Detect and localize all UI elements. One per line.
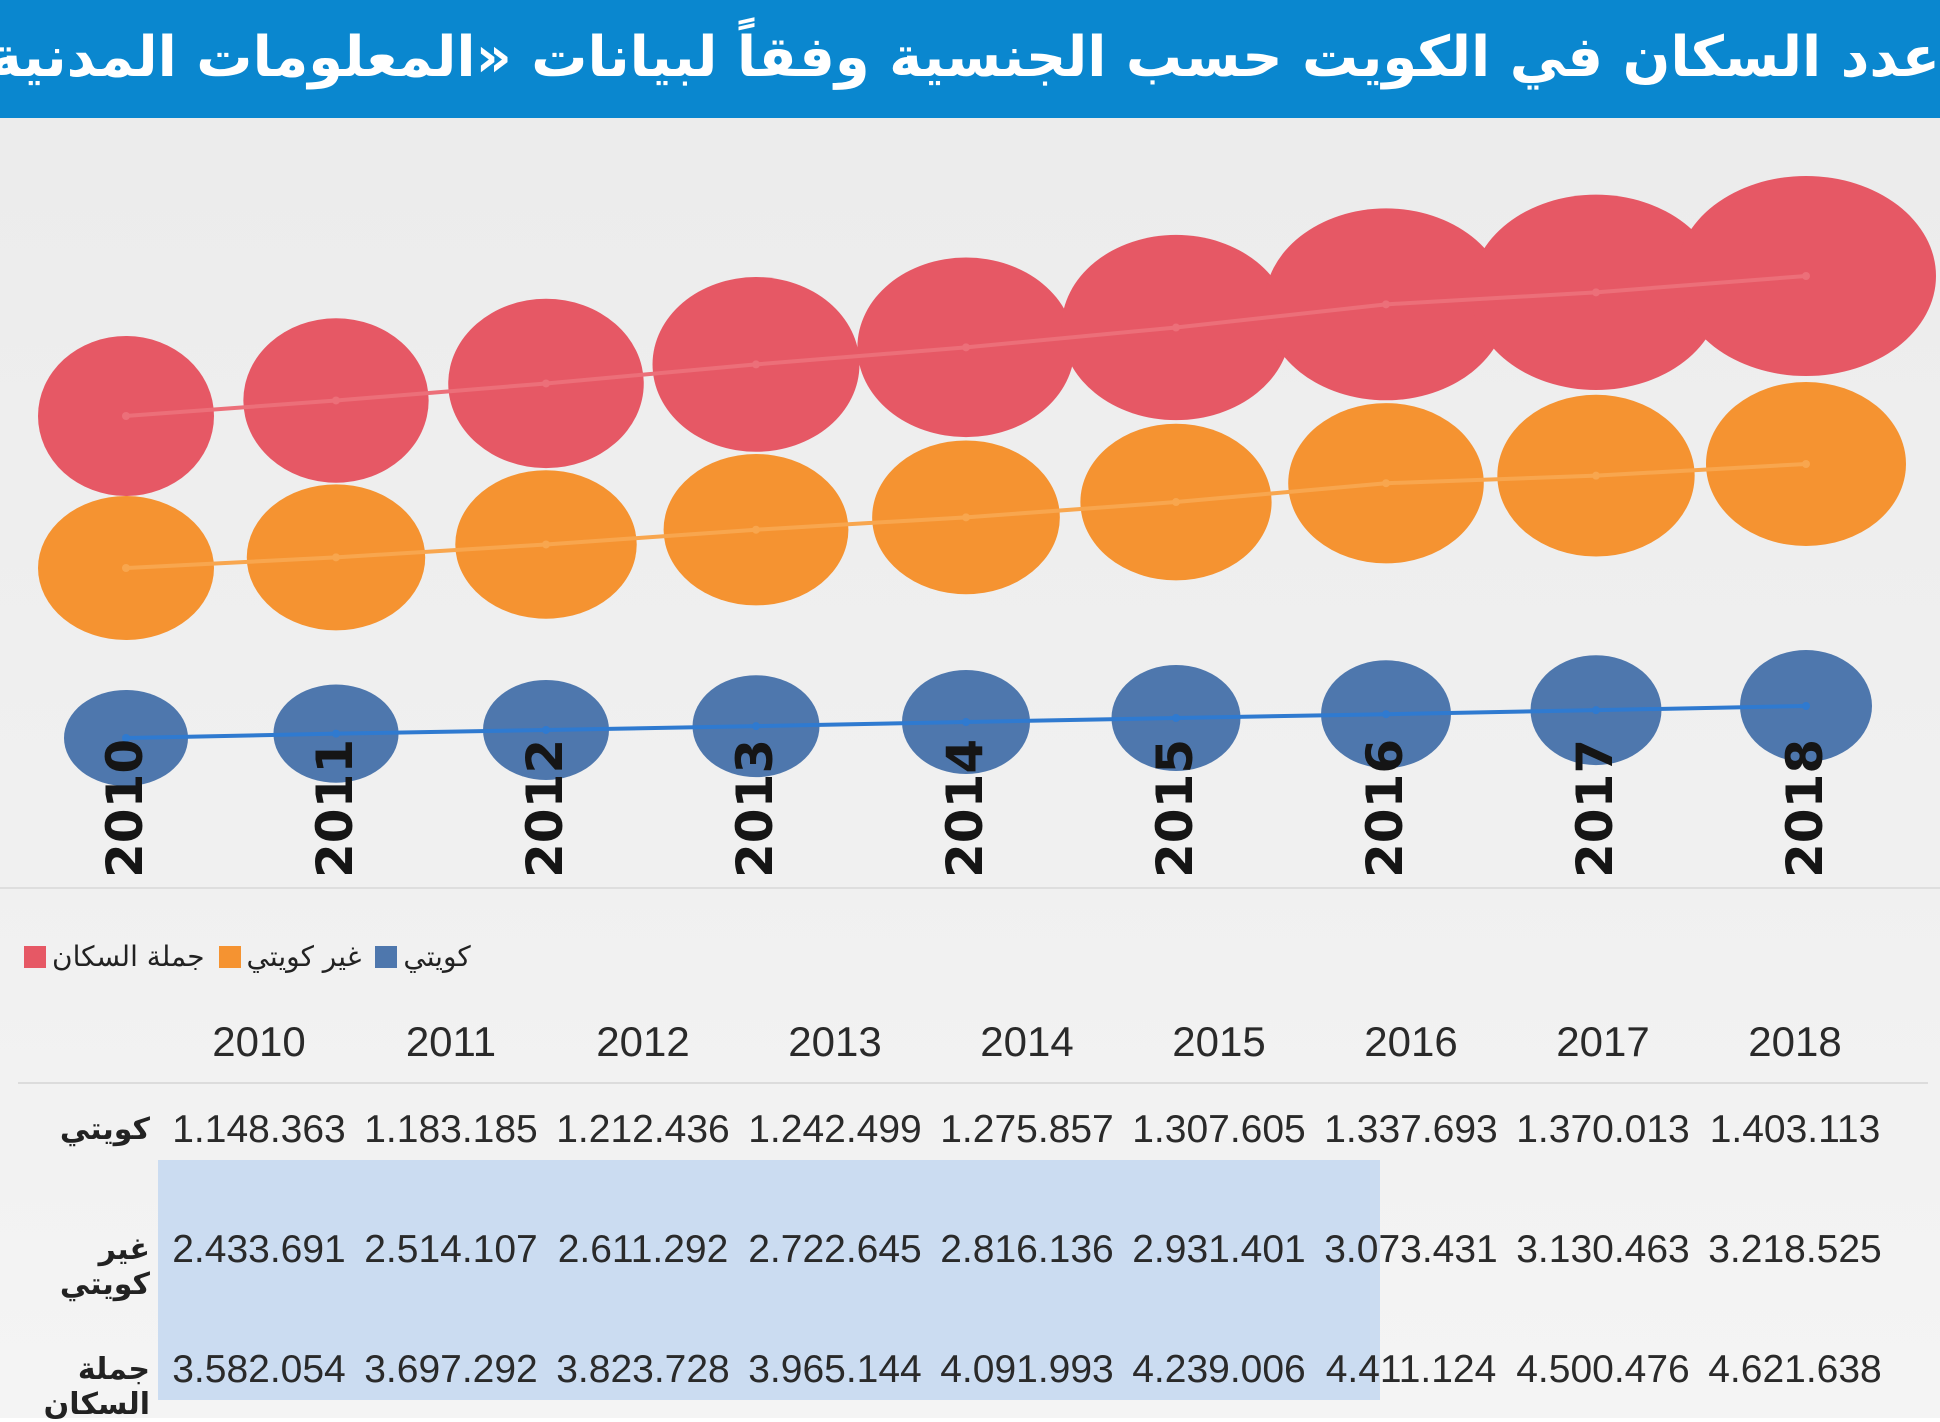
table-cell-kuwaiti-2011: 1.183.185 <box>364 1108 538 1151</box>
table-cell-total-2015: 4.239.006 <box>1132 1348 1306 1391</box>
table-header-2018: 2018 <box>1748 1018 1842 1065</box>
table-header-2010: 2010 <box>212 1018 306 1065</box>
table-cell-total-2017: 4.500.476 <box>1516 1348 1690 1391</box>
table-cell-kuwaiti-2018: 1.403.113 <box>1709 1108 1881 1151</box>
point-non-kuwaiti-2015 <box>1172 498 1180 507</box>
point-kuwaiti-2010 <box>122 734 130 742</box>
point-kuwaiti-2014 <box>962 717 970 726</box>
data-table: 2010 2011 2012 2013 2014 2015 2016 2017 2018 كويت… <box>0 990 1940 1422</box>
point-total-2012 <box>542 379 550 388</box>
point-non-kuwaiti-2014 <box>962 513 970 522</box>
point-non-kuwaiti-2010 <box>122 564 130 572</box>
point-kuwaiti-2018 <box>1802 702 1810 710</box>
x-tick-label-2017: 2017 <box>1566 739 1624 878</box>
point-kuwaiti-2017 <box>1592 706 1600 715</box>
point-non-kuwaiti-2011 <box>332 553 340 562</box>
series-non-kuwaiti <box>38 382 1906 640</box>
legend-swatch-kuwaiti <box>375 945 398 968</box>
table-header-2011: 2011 <box>405 1018 497 1065</box>
table-header-divider <box>18 1082 1928 1084</box>
legend-item-total: جملة السكان <box>24 940 205 973</box>
table-cell-kuwaiti-2014: 1.275.857 <box>940 1108 1114 1151</box>
table-cell-total-2012: 3.823.728 <box>556 1348 730 1391</box>
table-cell-total-2010: 3.582.054 <box>172 1348 346 1391</box>
table-highlight <box>158 1160 1380 1400</box>
point-kuwaiti-2012 <box>542 725 550 734</box>
legend-label-non-kuwaiti: غير كويتي <box>246 940 362 973</box>
point-kuwaiti-2011 <box>332 729 340 738</box>
x-tick-label-2010: 2010 <box>96 739 154 878</box>
point-total-2018 <box>1802 272 1810 280</box>
x-tick-label-2014: 2014 <box>936 739 994 878</box>
table-cell-non-kuwaiti-2013: 2.722.645 <box>748 1228 922 1271</box>
table-cell-total-2018: 4.621.638 <box>1708 1348 1882 1391</box>
table-cell-non-kuwaiti-2014: 2.816.136 <box>940 1228 1114 1271</box>
table-header-2017: 2017 <box>1556 1018 1650 1065</box>
point-total-2011 <box>332 396 340 405</box>
table-cell-non-kuwaiti-2016: 3.073.431 <box>1324 1228 1498 1271</box>
table-header-2013: 2013 <box>788 1018 882 1065</box>
point-kuwaiti-2015 <box>1172 713 1180 722</box>
table-cell-non-kuwaiti-2018: 3.218.525 <box>1708 1228 1882 1271</box>
chart-title: عدد السكان في الكويت حسب الجنسية وفقاً ل… <box>0 25 1940 90</box>
x-tick-label-2013: 2013 <box>726 739 784 878</box>
series-kuwaiti <box>64 650 1872 786</box>
table-header-2015: 2015 <box>1172 1018 1266 1065</box>
row-label-non-kuwaiti: غير كويتي <box>59 1232 150 1302</box>
x-tick-label-2018: 2018 <box>1776 739 1834 878</box>
chart-area: 2010 2011 2012 2013 2014 2015 2016 2017 2018 جمل… <box>0 118 1940 1422</box>
table-header-2016: 2016 <box>1364 1018 1458 1065</box>
point-non-kuwaiti-2012 <box>542 540 550 549</box>
legend: جملة السكان غير كويتي كويتي <box>24 940 471 973</box>
x-tick-label-2011: 2011 <box>306 739 364 878</box>
legend-item-kuwaiti: كويتي <box>375 940 471 973</box>
table-cell-kuwaiti-2017: 1.370.013 <box>1516 1108 1690 1151</box>
legend-swatch-non-kuwaiti <box>218 945 241 968</box>
point-kuwaiti-2016 <box>1382 710 1390 719</box>
row-label-total: جملة السكان <box>43 1352 150 1422</box>
table-cell-kuwaiti-2016: 1.337.693 <box>1324 1108 1498 1151</box>
table-cell-non-kuwaiti-2012: 2.611.292 <box>557 1228 729 1271</box>
point-non-kuwaiti-2013 <box>752 525 760 534</box>
table-cell-kuwaiti-2015: 1.307.605 <box>1132 1108 1306 1151</box>
table-cell-total-2014: 4.091.993 <box>940 1348 1114 1391</box>
point-total-2017 <box>1592 288 1600 297</box>
table-cell-non-kuwaiti-2011: 2.514.107 <box>364 1228 538 1271</box>
table-cell-total-2016: 4.411.124 <box>1325 1348 1497 1391</box>
table-cell-total-2011: 3.697.292 <box>364 1348 538 1391</box>
point-total-2014 <box>962 343 970 352</box>
point-total-2010 <box>122 412 130 420</box>
point-non-kuwaiti-2017 <box>1592 471 1600 480</box>
table-cell-non-kuwaiti-2010: 2.433.691 <box>172 1228 346 1271</box>
point-total-2013 <box>752 360 760 369</box>
legend-label-total: جملة السكان <box>52 940 205 973</box>
x-tick-label-2012: 2012 <box>516 739 574 878</box>
x-tick-label-2015: 2015 <box>1146 739 1204 878</box>
header-banner: عدد السكان في الكويت حسب الجنسية وفقاً ل… <box>0 0 1940 118</box>
table-cell-total-2013: 3.965.144 <box>748 1348 922 1391</box>
table-cell-non-kuwaiti-2015: 2.931.401 <box>1132 1228 1306 1271</box>
table-cell-kuwaiti-2013: 1.242.499 <box>748 1108 922 1151</box>
legend-item-non-kuwaiti: غير كويتي <box>218 940 362 973</box>
point-kuwaiti-2013 <box>752 722 760 731</box>
table-cell-kuwaiti-2010: 1.148.363 <box>172 1108 346 1151</box>
point-non-kuwaiti-2016 <box>1382 479 1390 488</box>
point-total-2016 <box>1382 300 1390 309</box>
series-total <box>38 176 1936 496</box>
table-cell-kuwaiti-2012: 1.212.436 <box>556 1108 730 1151</box>
row-label-kuwaiti: كويتي <box>59 1112 150 1147</box>
point-total-2015 <box>1172 323 1180 332</box>
bubble-line-chart: 2010 2011 2012 2013 2014 2015 2016 2017 2018 <box>0 176 1940 889</box>
x-tick-label-2016: 2016 <box>1356 739 1414 878</box>
table-cell-non-kuwaiti-2017: 3.130.463 <box>1516 1228 1690 1271</box>
point-non-kuwaiti-2018 <box>1802 460 1810 468</box>
table-header-2014: 2014 <box>980 1018 1074 1065</box>
legend-label-kuwaiti: كويتي <box>403 940 471 973</box>
table-header-2012: 2012 <box>596 1018 690 1065</box>
legend-swatch-total <box>24 945 46 968</box>
